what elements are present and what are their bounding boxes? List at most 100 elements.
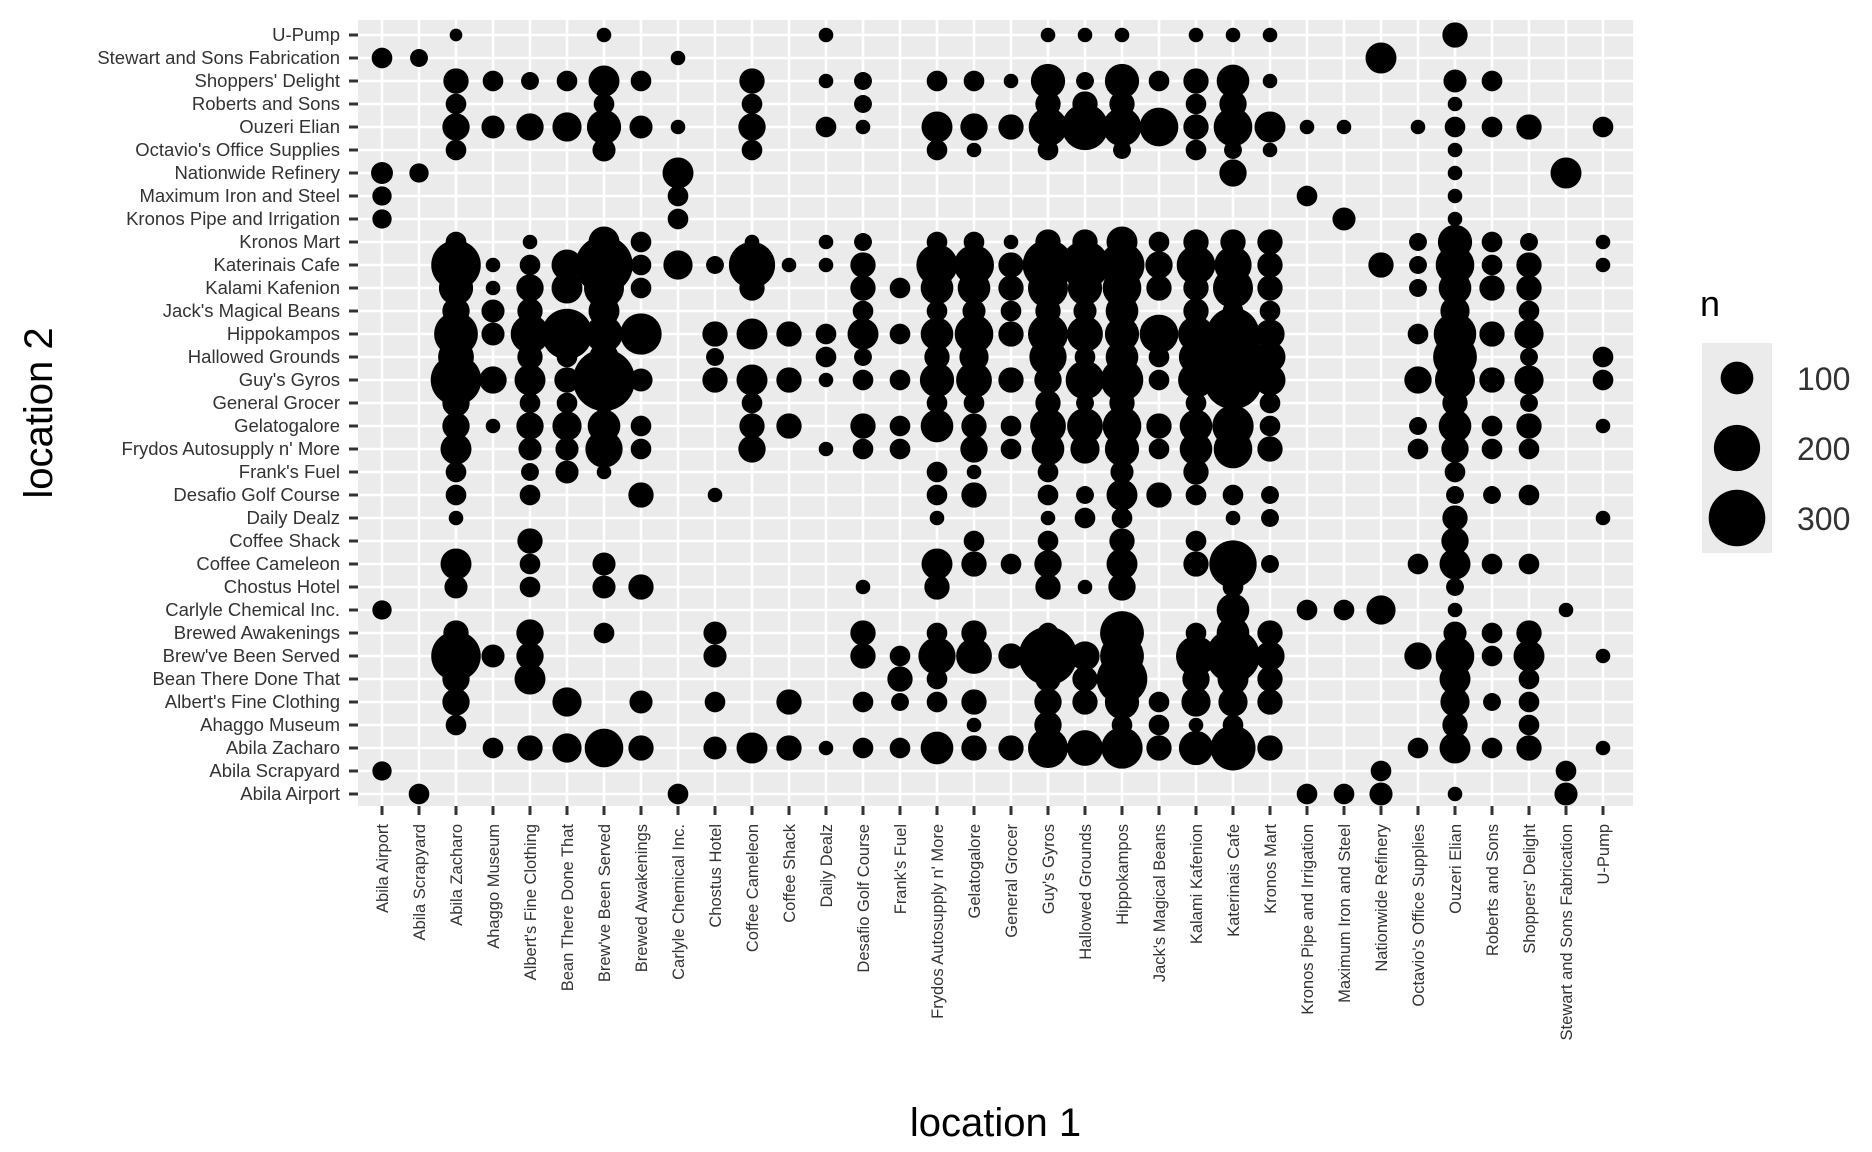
data-point bbox=[850, 252, 876, 278]
data-point bbox=[854, 72, 872, 90]
data-point bbox=[1554, 782, 1578, 806]
data-point bbox=[628, 574, 654, 600]
data-point bbox=[1595, 418, 1611, 434]
data-point bbox=[1146, 735, 1172, 761]
data-point bbox=[1217, 663, 1249, 695]
data-point bbox=[1447, 786, 1463, 802]
y-tick-label-abila-scrapyard: Abila Scrapyard bbox=[209, 760, 340, 781]
data-point bbox=[919, 362, 955, 398]
y-tick-label-octavio-s-office-supplies: Octavio's Office Supplies bbox=[135, 139, 340, 160]
x-tick-label-nationwide-refinery: Nationwide Refinery bbox=[1373, 823, 1391, 971]
data-point bbox=[1555, 760, 1577, 782]
data-point bbox=[918, 637, 956, 675]
x-tick-label-abila-scrapyard: Abila Scrapyard bbox=[411, 824, 429, 940]
x-tick-label-ahaggo-museum: Ahaggo Museum bbox=[485, 824, 503, 949]
x-tick-label-stewart-and-sons-fabrication: Stewart and Sons Fabrication bbox=[1558, 824, 1576, 1040]
data-point bbox=[555, 460, 579, 484]
data-point bbox=[815, 346, 837, 368]
data-point bbox=[1442, 505, 1468, 531]
data-point bbox=[1407, 553, 1429, 575]
data-point bbox=[1003, 234, 1019, 250]
data-point bbox=[1188, 27, 1204, 43]
data-point bbox=[1409, 256, 1427, 274]
data-point bbox=[1037, 484, 1059, 506]
data-point bbox=[818, 257, 834, 273]
y-tick-label-hippokampos: Hippokampos bbox=[227, 323, 340, 344]
x-tick-label-frank-s-fuel: Frank's Fuel bbox=[892, 824, 910, 914]
data-point bbox=[630, 438, 652, 460]
data-point bbox=[966, 464, 982, 480]
data-point bbox=[1067, 408, 1103, 444]
data-point bbox=[1516, 275, 1542, 301]
x-tick-label-general-grocer: General Grocer bbox=[1003, 824, 1021, 938]
data-point bbox=[815, 323, 837, 345]
x-tick-label-coffee-cameleon: Coffee Cameleon bbox=[744, 824, 762, 952]
data-point bbox=[1000, 300, 1022, 322]
data-point bbox=[998, 735, 1024, 761]
y-tick-label-bean-there-done-that: Bean There Done That bbox=[152, 668, 340, 689]
data-point bbox=[409, 163, 429, 183]
data-point bbox=[556, 70, 578, 92]
data-point bbox=[815, 116, 837, 138]
data-point bbox=[818, 372, 834, 388]
data-point bbox=[998, 321, 1024, 347]
data-point bbox=[585, 430, 623, 468]
data-point bbox=[1218, 687, 1248, 717]
data-point bbox=[855, 579, 871, 595]
data-point bbox=[706, 348, 724, 366]
data-point bbox=[431, 631, 481, 681]
data-point bbox=[1148, 346, 1170, 368]
data-point bbox=[1447, 96, 1463, 112]
data-point bbox=[1224, 141, 1242, 159]
data-point bbox=[1446, 486, 1464, 504]
data-point bbox=[1520, 394, 1538, 412]
y-tick-label-kronos-mart: Kronos Mart bbox=[239, 231, 340, 252]
data-point bbox=[1434, 359, 1476, 401]
data-point bbox=[1040, 27, 1056, 43]
data-point bbox=[1148, 438, 1170, 460]
x-tick-label-kronos-pipe-and-irrigation: Kronos Pipe and Irrigation bbox=[1299, 824, 1317, 1015]
data-point bbox=[629, 368, 653, 392]
data-point bbox=[852, 369, 874, 391]
data-point bbox=[1479, 367, 1505, 393]
y-tick-label-stewart-and-sons-fabrication: Stewart and Sons Fabrication bbox=[97, 47, 340, 68]
data-point bbox=[1439, 548, 1471, 580]
y-tick-label-chostus-hotel: Chostus Hotel bbox=[224, 576, 340, 597]
data-point bbox=[481, 322, 505, 346]
legend-key-200 bbox=[1713, 424, 1761, 472]
data-point bbox=[889, 369, 911, 391]
data-point bbox=[556, 392, 578, 414]
data-point bbox=[519, 254, 541, 276]
data-point bbox=[736, 732, 768, 764]
y-tick-label-guy-s-gyros: Guy's Gyros bbox=[239, 369, 340, 390]
data-point bbox=[706, 256, 724, 274]
data-point bbox=[1222, 484, 1244, 506]
x-tick-label-maximum-iron-and-steel: Maximum Iron and Steel bbox=[1336, 824, 1354, 1003]
data-point bbox=[372, 186, 392, 206]
data-point bbox=[445, 93, 467, 115]
data-point bbox=[1442, 390, 1468, 416]
data-point bbox=[889, 645, 911, 667]
data-point bbox=[781, 257, 797, 273]
data-point bbox=[1369, 782, 1393, 806]
data-point bbox=[1175, 635, 1217, 677]
data-point bbox=[1148, 369, 1170, 391]
data-point bbox=[663, 250, 693, 280]
data-point bbox=[516, 274, 544, 302]
data-point bbox=[1183, 551, 1209, 577]
x-tick-label-roberts-and-sons: Roberts and Sons bbox=[1484, 824, 1502, 956]
y-tick-label-hallowed-grounds: Hallowed Grounds bbox=[188, 346, 340, 367]
data-point bbox=[1518, 714, 1540, 736]
data-point bbox=[1516, 620, 1542, 646]
data-point bbox=[481, 299, 505, 323]
data-point bbox=[445, 714, 467, 736]
y-tick-label-brew-ve-been-served: Brew've Been Served bbox=[163, 645, 340, 666]
data-point bbox=[953, 244, 995, 286]
data-point bbox=[963, 530, 985, 552]
y-tick-label-daily-dealz: Daily Dealz bbox=[246, 507, 340, 528]
data-point bbox=[1183, 275, 1209, 301]
data-point bbox=[1255, 641, 1285, 671]
data-point bbox=[1203, 350, 1263, 410]
data-point bbox=[1146, 482, 1172, 508]
x-tick-label-desafio-golf-course: Desafio Golf Course bbox=[855, 824, 873, 973]
